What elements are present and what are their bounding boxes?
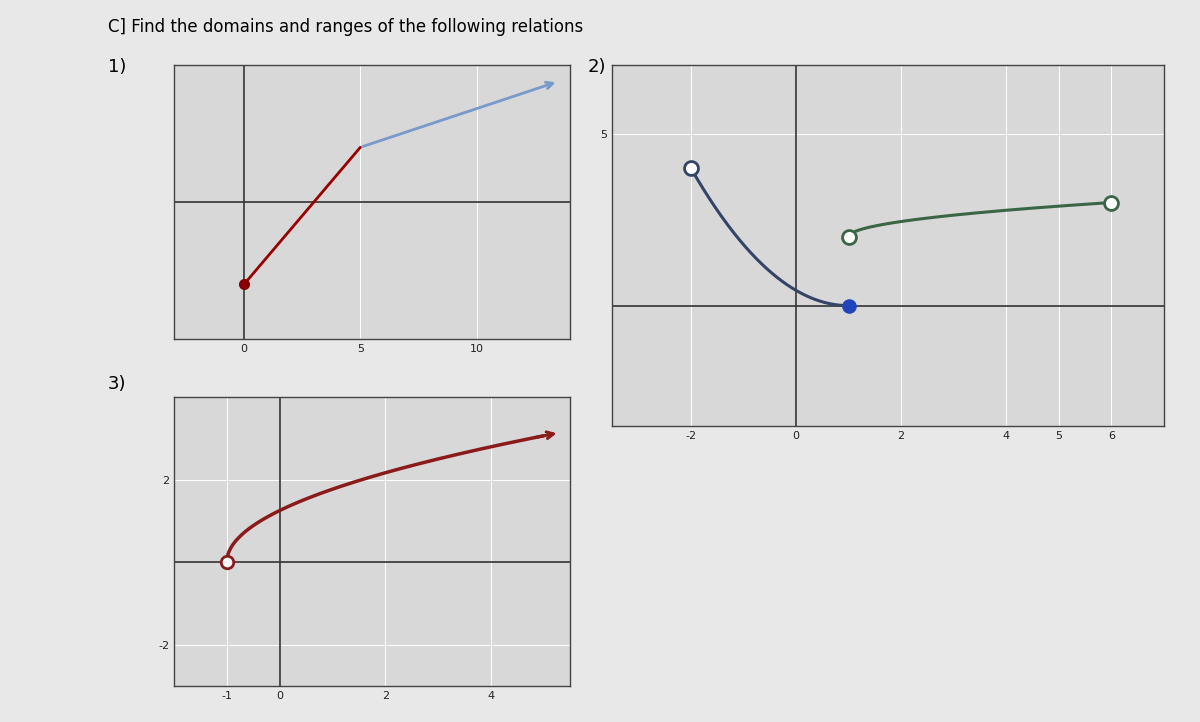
Text: 2): 2) xyxy=(588,58,606,76)
Text: 1): 1) xyxy=(108,58,126,76)
Text: C] Find the domains and ranges of the following relations: C] Find the domains and ranges of the fo… xyxy=(108,18,583,36)
Text: 3): 3) xyxy=(108,375,126,393)
